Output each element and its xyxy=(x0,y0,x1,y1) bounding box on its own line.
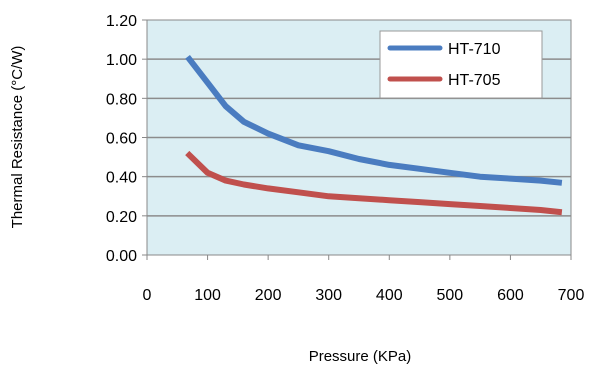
legend-box xyxy=(379,30,543,99)
y-tick-label: 0.40 xyxy=(106,170,137,187)
legend-label-ht-705: HT-705 xyxy=(448,72,501,89)
y-tick-label: 0.60 xyxy=(106,131,137,148)
y-tick-label: 0.20 xyxy=(106,209,137,226)
series-line-ht-705 xyxy=(185,150,563,216)
x-tick-label: 200 xyxy=(255,287,282,304)
legend: HT-710 HT-705 xyxy=(379,30,543,99)
legend-label-ht-710: HT-710 xyxy=(448,41,501,58)
x-tick-label: 700 xyxy=(558,287,585,304)
x-tick-label: 100 xyxy=(194,287,221,304)
y-axis-title: Thermal Resistance (°C/W) xyxy=(9,46,26,229)
x-axis-ticks: 0 100 200 300 400 500 600 700 xyxy=(143,255,585,304)
y-tick-label: 0.80 xyxy=(106,91,137,108)
x-tick-label: 600 xyxy=(497,287,524,304)
x-tick-label: 0 xyxy=(143,287,152,304)
series-line-ht-710 xyxy=(185,54,563,186)
x-tick-label: 400 xyxy=(376,287,403,304)
y-tick-label: 0.00 xyxy=(106,248,137,265)
x-axis-title: Pressure (KPa) xyxy=(309,348,412,365)
y-tick-label: 1.20 xyxy=(106,13,137,30)
series-lines xyxy=(185,54,563,216)
y-axis-ticks: 0.00 0.20 0.40 0.60 0.80 1.00 1.20 xyxy=(106,13,147,265)
y-tick-label: 1.00 xyxy=(106,52,137,69)
x-tick-label: 300 xyxy=(315,287,342,304)
x-tick-label: 500 xyxy=(437,287,464,304)
